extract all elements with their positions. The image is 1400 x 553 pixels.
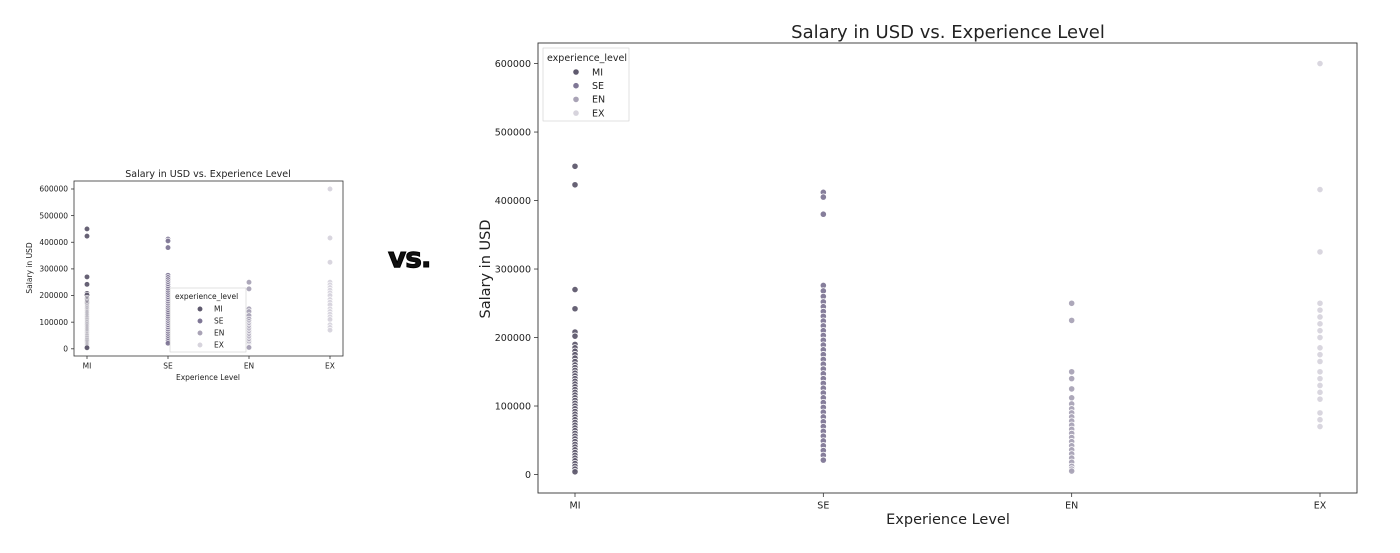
small-chart-title: Salary in USD vs. Experience Level [125, 169, 291, 180]
data-point [164, 237, 172, 245]
small-legend: experience_level MI SE EN EX [169, 287, 247, 353]
data-point [326, 327, 334, 334]
data-point [83, 273, 91, 281]
legend-marker [196, 305, 204, 313]
legend-label: SE [214, 317, 224, 326]
data-point [83, 344, 91, 351]
y-tick-label: 500000 [39, 211, 68, 220]
small-legend-items: MI SE EN EX [196, 305, 224, 350]
legend-label: MI [214, 305, 223, 314]
y-tick-label: 300000 [39, 265, 68, 274]
data-point [245, 344, 253, 351]
x-tick-label: EX [325, 362, 335, 371]
vs-separator: vs. [388, 241, 433, 275]
y-tick-label: 100000 [39, 318, 68, 327]
data-point [245, 279, 253, 286]
data-point [245, 285, 253, 293]
y-tick-label: 400000 [39, 238, 68, 247]
small-y-ticks: 0 100000 200000 300000 400000 500000 600000 [39, 185, 74, 353]
legend-label: EN [214, 329, 224, 338]
small-chart-group: Salary in USD vs. Experience Level 0 1000… [25, 169, 344, 382]
data-point [326, 234, 334, 242]
data-point [83, 281, 91, 288]
x-tick-label: EN [244, 362, 254, 371]
legend-label: EX [214, 341, 224, 350]
legend-marker [196, 329, 204, 337]
x-tick-label: SE [163, 362, 173, 371]
data-point [83, 225, 91, 233]
data-point [326, 316, 334, 323]
small-legend-frame [169, 287, 247, 353]
small-x-ticks: MI SE EN EX [83, 356, 335, 371]
y-tick-label: 600000 [39, 185, 68, 194]
small-x-axis-label: Experience Level [176, 373, 240, 382]
x-tick-label: MI [83, 362, 92, 371]
legend-marker [196, 341, 204, 349]
y-tick-label: 200000 [39, 291, 68, 300]
data-point [164, 244, 172, 251]
data-point [326, 259, 334, 266]
small-legend-title: experience_level [175, 292, 238, 301]
y-tick-label: 0 [63, 344, 68, 353]
data-point [83, 232, 91, 240]
data-point [326, 185, 334, 193]
small-y-axis-label: Salary in USD [25, 242, 34, 293]
small-points [83, 185, 334, 351]
legend-marker [196, 317, 204, 325]
